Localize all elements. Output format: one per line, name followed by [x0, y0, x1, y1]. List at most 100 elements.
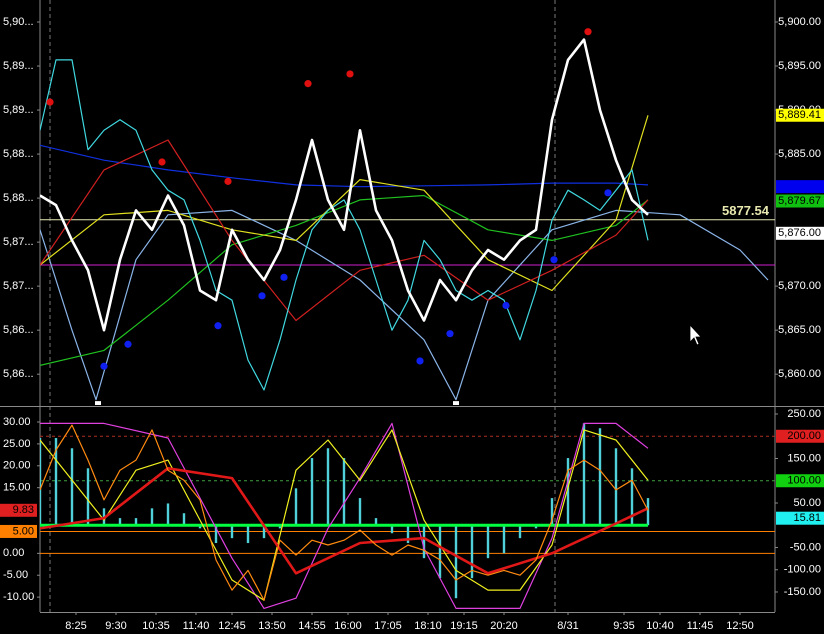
histogram-bar [582, 423, 586, 526]
histogram-bar [598, 428, 602, 526]
value-flag-label: 5,879.67 [778, 195, 821, 207]
signal-dot [584, 28, 592, 36]
y-tick-label: 15.00 [3, 482, 31, 494]
series-line [40, 115, 649, 292]
x-tick-label: 11:45 [687, 620, 714, 632]
y-tick-label: 0.00 [3, 547, 24, 559]
histogram-bar [534, 525, 538, 529]
signal-dot [258, 292, 266, 300]
signal-dot [502, 301, 510, 310]
value-flag [776, 226, 824, 240]
x-tick-label: 16:00 [334, 620, 362, 632]
y2-tick-label: -150.00 [784, 586, 821, 598]
series-line [40, 429, 649, 601]
value-flag-label: 5,889.41 [778, 109, 821, 121]
x-tick-label: 9:30 [105, 620, 126, 632]
x-tick-label: 17:05 [374, 620, 402, 632]
x-tick-label: 8:25 [65, 620, 86, 632]
y-tick-label: 5,86... [3, 324, 34, 336]
signal-dot [346, 70, 354, 78]
value-flag [776, 108, 824, 122]
y-tick-label: -5.00 [3, 569, 28, 581]
signal-dot [550, 256, 558, 264]
signal-dot [100, 362, 108, 370]
y-tick-label: 30.00 [3, 416, 31, 428]
y-tick-label: 5,86... [3, 368, 34, 380]
histogram-bar [630, 468, 634, 526]
value-flag-label: 100.00 [787, 475, 821, 487]
value-flag-label: 200.00 [787, 430, 821, 442]
y-tick-label: 5,87... [3, 236, 34, 248]
histogram-bar [54, 438, 58, 526]
y-tick-label: 20.00 [3, 460, 31, 472]
y-tick-label: 5,88... [3, 192, 34, 204]
y2-tick-label: -100.00 [784, 564, 821, 576]
histogram-bar [614, 448, 618, 526]
x-tick-label: 19:15 [450, 620, 478, 632]
histogram-bar [358, 498, 362, 526]
y2-tick-label: 5,895.00 [778, 60, 821, 72]
value-flag-label: 5,876.00 [778, 227, 821, 239]
histogram-bar [326, 448, 330, 526]
y2-tick-label: -50.00 [790, 541, 821, 553]
histogram-bar [40, 438, 42, 526]
value-flag [776, 511, 824, 525]
value-flag [0, 524, 37, 538]
y2-tick-label: 150.00 [787, 452, 821, 464]
series-line [40, 139, 649, 322]
y2-tick-label: 250.00 [787, 408, 821, 420]
y2-tick-label: 5,885.00 [778, 148, 821, 160]
signal-dot [304, 80, 312, 88]
x-tick-label: 9:35 [613, 620, 634, 632]
y-tick-label: 5,89... [3, 104, 34, 116]
series-line [40, 38, 649, 332]
histogram-bar [278, 525, 282, 529]
histogram-bar [518, 525, 522, 539]
level-label: 5877.54 [722, 203, 770, 218]
x-tick-label: 12:50 [726, 620, 754, 632]
series-line [40, 424, 649, 601]
y-tick-label: 25.00 [3, 438, 31, 450]
x-tick-label: 20:20 [490, 620, 518, 632]
histogram-bar [310, 458, 314, 526]
signal-square [453, 401, 459, 405]
x-tick-label: 13:50 [258, 620, 286, 632]
signal-square [95, 401, 101, 405]
histogram-bar [118, 518, 122, 526]
histogram-bar [342, 458, 346, 526]
value-flag-label: 15.81 [793, 512, 821, 524]
x-tick-label: 12:45 [218, 620, 246, 632]
x-tick-label: 10:40 [646, 620, 674, 632]
histogram-bar [150, 508, 154, 526]
signal-dot [214, 322, 222, 330]
histogram-bar [646, 498, 650, 526]
y2-tick-label: 5,900.00 [778, 16, 821, 28]
histogram-bar [262, 525, 266, 539]
value-flag-label: 5.00 [13, 525, 34, 537]
mouse-cursor [689, 323, 702, 346]
histogram-bar [230, 525, 234, 539]
panel [40, 422, 775, 609]
signal-dot [416, 357, 424, 365]
histogram-bar [246, 525, 250, 544]
y2-tick-label: 5,870.00 [778, 280, 821, 292]
histogram-bar [182, 513, 186, 526]
signal-dot [446, 330, 454, 338]
y2-tick-label: 5,865.00 [778, 324, 821, 336]
histogram-bar [422, 525, 426, 559]
series-line [40, 467, 649, 575]
value-flag [776, 180, 824, 194]
histogram-bar [134, 518, 138, 526]
y-tick-label: 5,87... [3, 280, 34, 292]
signal-dot [224, 177, 232, 185]
histogram-bar [566, 458, 570, 526]
x-tick-label: 10:35 [142, 620, 170, 632]
histogram-bar [214, 525, 218, 544]
signal-dot [280, 273, 288, 281]
signal-dot [604, 189, 612, 197]
y-tick-label: -10.00 [3, 591, 34, 603]
plot-layer: 5877.54 5,90... 5,89... 5,89... 5,88... 5,88.… [0, 16, 824, 632]
signal-dot [158, 158, 166, 166]
series-line [40, 144, 649, 188]
histogram-bar [470, 525, 474, 579]
